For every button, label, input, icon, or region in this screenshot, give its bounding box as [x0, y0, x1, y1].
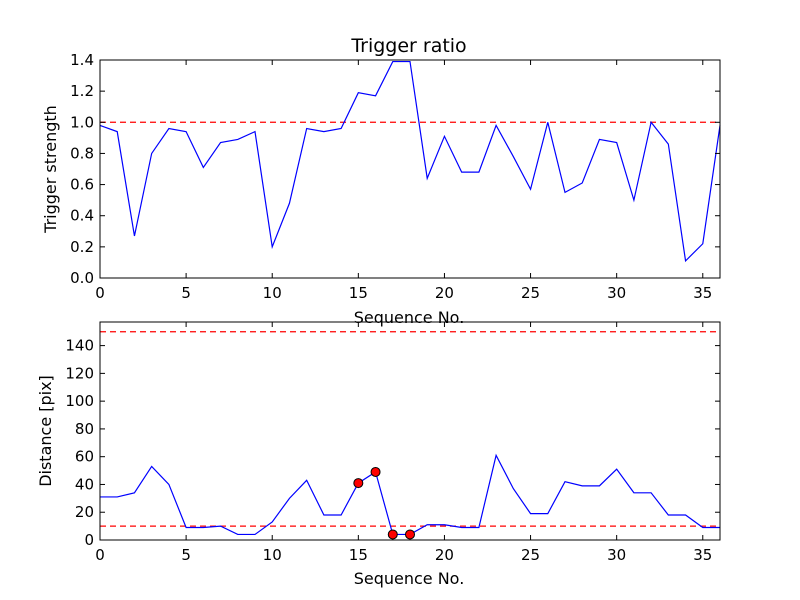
distance-highlight-marker	[405, 529, 415, 540]
trigger-plot-area: 0 5 10 15 20 25 30 35 0.0 0.2 0.4 0.6 0.8 1.0 1.2 1.4	[70, 51, 721, 302]
distance-x-tick-label: 15	[349, 546, 368, 564]
distance-y-tick-label: 120	[65, 364, 94, 382]
distance-x-tick-label: 0	[95, 546, 105, 564]
distance-x-axis-label: Sequence No.	[354, 569, 465, 588]
trigger-plot-frame	[99, 59, 721, 279]
trigger-x-tick-label: 20	[435, 284, 454, 302]
distance-x-tick-label: 5	[181, 546, 191, 564]
distance-y-tick-label: 80	[75, 420, 94, 438]
distance-chart: 0 5 10 15 20 25 30 35 0 20 40 60 80 100 120 140 Sequenc…	[36, 321, 721, 588]
distance-y-tick-label: 100	[65, 392, 94, 410]
trigger-x-tick-label: 15	[349, 284, 368, 302]
trigger-x-tick-label: 30	[607, 284, 626, 302]
trigger-y-tick-label: 0.2	[70, 238, 94, 256]
trigger-x-tick-label: 0	[95, 284, 105, 302]
distance-x-tick-label: 35	[693, 546, 712, 564]
distance-y-tick-label: 60	[75, 448, 94, 466]
trigger-y-tick-label: 0.8	[70, 144, 94, 162]
trigger-x-tick-label: 5	[181, 284, 191, 302]
trigger-series-line	[99, 60, 721, 263]
distance-x-tick-label: 20	[435, 546, 454, 564]
distance-y-tick-label: 20	[75, 503, 94, 521]
distance-plot-frame	[99, 321, 721, 541]
distance-x-tick-label: 25	[521, 546, 540, 564]
trigger-y-tick-label: 1.4	[70, 51, 94, 69]
trigger-y-tick-label: 0.6	[70, 176, 94, 194]
distance-x-tick-label: 30	[607, 546, 626, 564]
trigger-x-tick-label: 35	[693, 284, 712, 302]
distance-series-line	[100, 453, 720, 536]
trigger-y-axis-label: Trigger strength	[41, 105, 60, 234]
distance-y-tick-label: 0	[84, 531, 94, 549]
distance-highlight-marker	[353, 478, 364, 489]
trigger-x-tick-label: 10	[263, 284, 282, 302]
trigger-x-axis-label: Sequence No.	[354, 308, 465, 327]
distance-y-tick-label: 140	[65, 337, 94, 355]
chart-title: Trigger ratio	[350, 35, 466, 57]
trigger-ratio-chart: Trigger ratio 0 5 10 15 20 25 30 35 0.0 0.2 0.4 0.6…	[41, 35, 721, 327]
distance-y-tick-label: 40	[75, 475, 94, 493]
trigger-y-tick-label: 0.0	[70, 269, 94, 287]
distance-highlight-marker	[387, 529, 398, 540]
trigger-y-tick-label: 0.4	[70, 207, 94, 225]
distance-plot-area: 0 5 10 15 20 25 30 35 0 20 40 60 80 100 120 140	[65, 321, 721, 564]
distance-x-tick-label: 10	[263, 546, 282, 564]
trigger-y-tick-label: 1.2	[70, 82, 94, 100]
trigger-x-tick-label: 25	[521, 284, 540, 302]
distance-y-axis-label: Distance [pix]	[36, 375, 55, 487]
trigger-y-tick-label: 1.0	[70, 113, 94, 131]
distance-highlight-marker	[370, 466, 381, 477]
